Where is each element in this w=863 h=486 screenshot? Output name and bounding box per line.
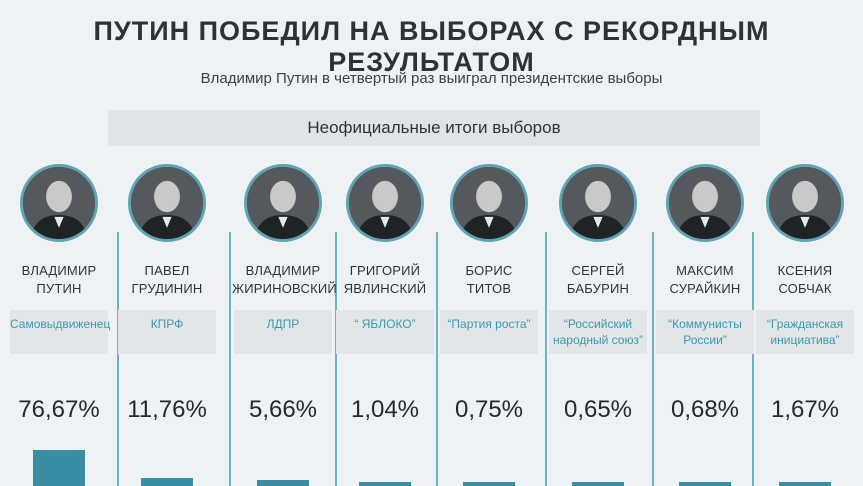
candidate-party: “ ЯБЛОКО”: [336, 310, 434, 354]
column-divider: [117, 232, 119, 486]
candidate-bar: [679, 482, 731, 486]
candidate-bar: [33, 450, 85, 486]
column-divider: [652, 232, 654, 486]
candidate-name: МАКСИМ СУРАЙКИН: [654, 262, 756, 298]
candidate-avatar: [244, 164, 322, 242]
column-divider: [335, 232, 337, 486]
candidate-last-name: ЖИРИНОВСКИЙ: [232, 281, 337, 296]
candidate-first-name: СЕРГЕЙ: [571, 263, 625, 278]
candidate-bar: [779, 482, 831, 486]
candidate-party: КПРФ: [118, 310, 216, 354]
candidate-percent-label: 0,75%: [454, 396, 524, 423]
candidate-percent-label: 1,67%: [770, 396, 840, 423]
candidate-party: “Российский народный союз”: [549, 310, 647, 354]
candidate-last-name: БАБУРИН: [566, 281, 630, 296]
candidate-party: ЛДПР: [234, 310, 332, 354]
candidate-first-name: ПАВЕЛ: [144, 263, 190, 278]
candidate-last-name: СОБЧАК: [778, 281, 832, 296]
candidate-percent-label: 1,04%: [350, 396, 420, 423]
candidate-party: “Гражданская инициатива”: [756, 310, 854, 354]
candidate-first-name: МАКСИМ: [676, 263, 734, 278]
candidate-percent-label: 5,66%: [248, 396, 318, 423]
candidate-avatar: [128, 164, 206, 242]
candidate-percent-label: 0,65%: [563, 396, 633, 423]
candidate-column: БОРИС ТИТОВ “Партия роста” 0,75%: [438, 160, 540, 486]
candidate-column: КСЕНИЯ СОБЧАК “Гражданская инициатива” 1,67…: [754, 160, 856, 486]
candidate-first-name: КСЕНИЯ: [777, 263, 833, 278]
candidate-party: Самовыдвиженец: [10, 310, 110, 354]
page-subtitle: Владимир Путин в четвертый раз выиграл п…: [200, 70, 663, 87]
candidate-avatar: [450, 164, 528, 242]
candidate-column: ПАВЕЛ ГРУДИНИН КПРФ 11,76%: [116, 160, 218, 486]
candidate-bar: [141, 477, 193, 486]
candidate-avatar: [559, 164, 637, 242]
candidate-name: КСЕНИЯ СОБЧАК: [754, 262, 856, 298]
column-divider: [436, 232, 438, 486]
candidate-avatar: [346, 164, 424, 242]
candidate-column: ВЛАДИМИР ЖИРИНОВСКИЙ ЛДПР 5,66%: [232, 160, 337, 486]
candidate-name: ВЛАДИМИР ПУТИН: [8, 262, 110, 298]
candidate-column: СЕРГЕЙ БАБУРИН “Российский народный союз” 0…: [547, 160, 649, 486]
candidate-percent-label: 11,76%: [127, 396, 207, 423]
candidate-first-name: ГРИГОРИЙ: [349, 263, 421, 278]
candidate-last-name: ГРУДИНИН: [131, 281, 203, 296]
candidate-bar: [572, 482, 624, 486]
candidate-avatar: [20, 164, 98, 242]
candidate-last-name: ПУТИН: [36, 281, 82, 296]
candidate-last-name: ТИТОВ: [466, 281, 512, 296]
candidate-bar: [257, 480, 309, 486]
column-divider: [545, 232, 547, 486]
candidate-party: “Партия роста”: [440, 310, 538, 354]
candidate-name: ПАВЕЛ ГРУДИНИН: [116, 262, 218, 298]
candidate-avatar: [666, 164, 744, 242]
candidate-last-name: СУРАЙКИН: [669, 281, 741, 296]
candidate-bar: [359, 482, 411, 486]
page-title: ПУТИН ПОБЕДИЛ НА ВЫБОРАХ С РЕКОРДНЫМ РЕЗ…: [93, 16, 770, 77]
column-divider: [752, 232, 754, 486]
candidate-avatar: [766, 164, 844, 242]
candidate-bar: [463, 482, 515, 486]
candidate-name: ВЛАДИМИР ЖИРИНОВСКИЙ: [232, 262, 337, 298]
candidate-percent-label: 0,68%: [670, 396, 740, 423]
candidate-last-name: ЯВЛИНСКИЙ: [343, 281, 427, 296]
candidate-column: ГРИГОРИЙ ЯВЛИНСКИЙ “ ЯБЛОКО” 1,04%: [334, 160, 436, 486]
candidate-first-name: БОРИС: [465, 263, 513, 278]
column-divider: [229, 232, 231, 486]
candidate-name: СЕРГЕЙ БАБУРИН: [547, 262, 649, 298]
candidate-percent-label: 76,67%: [18, 396, 100, 423]
candidate-party: “Коммунисты России”: [656, 310, 754, 354]
results-banner: Неофициальные итоги выборов: [108, 110, 760, 146]
candidate-column: МАКСИМ СУРАЙКИН “Коммунисты России” 0,68%: [654, 160, 756, 486]
candidate-column: ВЛАДИМИР ПУТИН Самовыдвиженец 76,67%: [8, 160, 110, 486]
candidate-name: БОРИС ТИТОВ: [438, 262, 540, 298]
candidate-first-name: ВЛАДИМИР: [245, 263, 321, 278]
candidate-first-name: ВЛАДИМИР: [21, 263, 97, 278]
candidate-name: ГРИГОРИЙ ЯВЛИНСКИЙ: [334, 262, 436, 298]
